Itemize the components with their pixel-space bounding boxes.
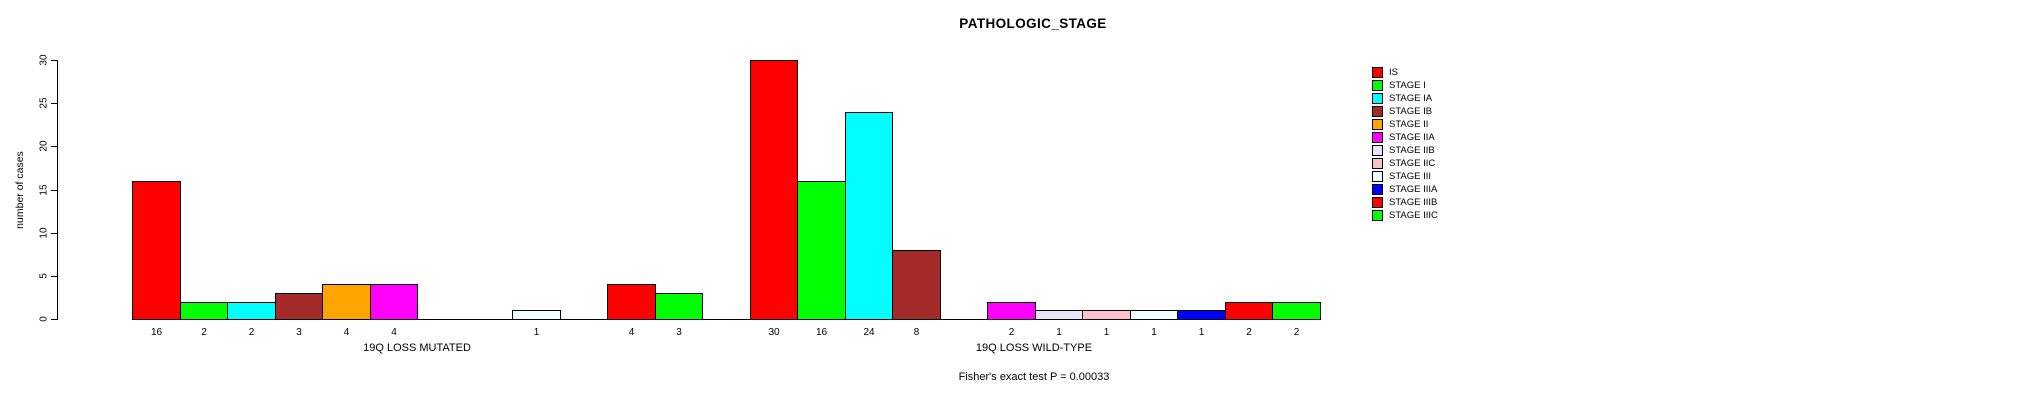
bar-wild-type-stage-i: [797, 181, 846, 320]
y-axis-label: number of cases: [14, 151, 26, 229]
legend-label-stage-ia: STAGE IA: [1389, 93, 1433, 104]
bar-value-wild-type-stage-iic: 1: [1103, 327, 1110, 338]
legend-swatch-stage-iib: [1372, 145, 1383, 156]
bar-wild-type-stage-iii: [1130, 310, 1178, 320]
bar-wild-type-stage-ib: [892, 250, 941, 320]
legend-swatch-stage-i: [1372, 80, 1383, 91]
bar-mutated-stage-iia: [370, 284, 418, 320]
bar-value-mutated-stage-iiic: 3: [676, 327, 682, 338]
fisher-test-annotation: Fisher's exact test P = 0.00033: [958, 371, 1110, 383]
y-tick-label-15: 15: [38, 184, 50, 196]
y-tick-label-25: 25: [38, 97, 50, 109]
legend-label-stage-iia: STAGE IIA: [1389, 132, 1435, 143]
group-label-wild-type: 19Q LOSS WILD-TYPE: [975, 342, 1093, 354]
bar-value-wild-type-stage-i: 16: [815, 327, 828, 338]
bar-mutated-stage-i: [180, 302, 228, 320]
bar-value-wild-type-stage-ib: 8: [913, 327, 920, 338]
y-tick-0: [51, 319, 58, 320]
legend-label-stage-iic: STAGE IIC: [1389, 158, 1436, 169]
legend-swatch-stage-iic: [1372, 158, 1383, 169]
legend-label-stage-iiia: STAGE IIIA: [1389, 184, 1438, 195]
legend-label-stage-iiic: STAGE IIIC: [1389, 210, 1438, 221]
bar-value-mutated-stage-i: 2: [201, 327, 207, 338]
bar-value-wild-type-is: 30: [768, 327, 780, 338]
y-tick-label-10: 10: [38, 227, 50, 239]
legend-swatch-stage-iiic: [1372, 210, 1383, 221]
y-tick-15: [51, 190, 58, 191]
legend-swatch-stage-iia: [1372, 132, 1383, 143]
chart-title: PATHOLOGIC_STAGE: [959, 16, 1107, 31]
bar-mutated-stage-ii: [322, 284, 371, 320]
bar-value-wild-type-stage-iiia: 1: [1198, 327, 1205, 338]
legend-label-stage-iib: STAGE IIB: [1389, 145, 1435, 156]
bar-mutated-stage-iiic: [655, 293, 703, 320]
legend-swatch-stage-iii: [1372, 171, 1383, 182]
x-axis-baseline: [132, 319, 1321, 320]
bar-mutated-stage-ib: [275, 293, 323, 320]
legend-swatch-stage-ia: [1372, 93, 1383, 104]
bar-wild-type-stage-iia: [987, 302, 1036, 320]
legend-swatch-stage-ib: [1372, 106, 1383, 117]
legend-swatch-is: [1372, 67, 1383, 78]
bar-wild-type-stage-iiic: [1272, 302, 1321, 320]
y-tick-5: [51, 276, 58, 277]
bar-value-mutated-stage-ia: 2: [248, 327, 255, 338]
bar-value-mutated-stage-iiib: 4: [628, 327, 635, 338]
bar-mutated-stage-iii: [512, 310, 561, 320]
bar-value-wild-type-stage-iiic: 2: [1293, 327, 1300, 338]
bar-value-mutated-stage-iii: 1: [533, 327, 540, 338]
legend-swatch-stage-iiib: [1372, 197, 1383, 208]
legend-label-stage-i: STAGE I: [1389, 80, 1426, 91]
bar-value-wild-type-stage-ia: 24: [863, 327, 875, 338]
bar-value-mutated-stage-ib: 3: [296, 327, 302, 338]
y-tick-label-30: 30: [38, 54, 50, 66]
bar-wild-type-stage-iiia: [1177, 310, 1226, 320]
y-tick-label-5: 5: [38, 273, 50, 279]
legend-label-stage-iiib: STAGE IIIB: [1389, 197, 1438, 208]
y-tick-20: [51, 146, 58, 147]
bar-value-wild-type-stage-iiib: 2: [1246, 327, 1252, 338]
legend-label-stage-iii: STAGE III: [1389, 171, 1432, 182]
bar-value-wild-type-stage-iib: 1: [1056, 327, 1062, 338]
legend-label-is: IS: [1389, 67, 1398, 78]
bar-mutated-stage-iiib: [607, 284, 656, 320]
bar-wild-type-is: [750, 60, 798, 320]
y-tick-30: [51, 60, 58, 61]
bar-value-mutated-stage-iia: 4: [391, 327, 397, 338]
y-tick-label-0: 0: [38, 316, 50, 322]
legend-swatch-stage-iiia: [1372, 184, 1383, 195]
y-tick-25: [51, 103, 58, 104]
y-tick-10: [51, 233, 58, 234]
bar-value-wild-type-stage-iia: 2: [1008, 327, 1015, 338]
bar-mutated-stage-ia: [227, 302, 276, 320]
y-tick-label-20: 20: [38, 140, 50, 152]
legend-label-stage-ib: STAGE IB: [1389, 106, 1433, 117]
bar-wild-type-stage-iib: [1035, 310, 1083, 320]
bar-wild-type-stage-iiib: [1225, 302, 1273, 320]
legend-label-stage-ii: STAGE II: [1389, 119, 1429, 130]
bar-wild-type-stage-ia: [845, 112, 893, 320]
legend-swatch-stage-ii: [1372, 119, 1383, 130]
bar-value-mutated-stage-ii: 4: [343, 327, 350, 338]
bar-value-wild-type-stage-iii: 1: [1151, 327, 1157, 338]
group-label-mutated: 19Q LOSS MUTATED: [363, 342, 471, 354]
bar-wild-type-stage-iic: [1082, 310, 1131, 320]
bar-value-mutated-is: 16: [150, 327, 163, 338]
bar-mutated-is: [132, 181, 181, 320]
